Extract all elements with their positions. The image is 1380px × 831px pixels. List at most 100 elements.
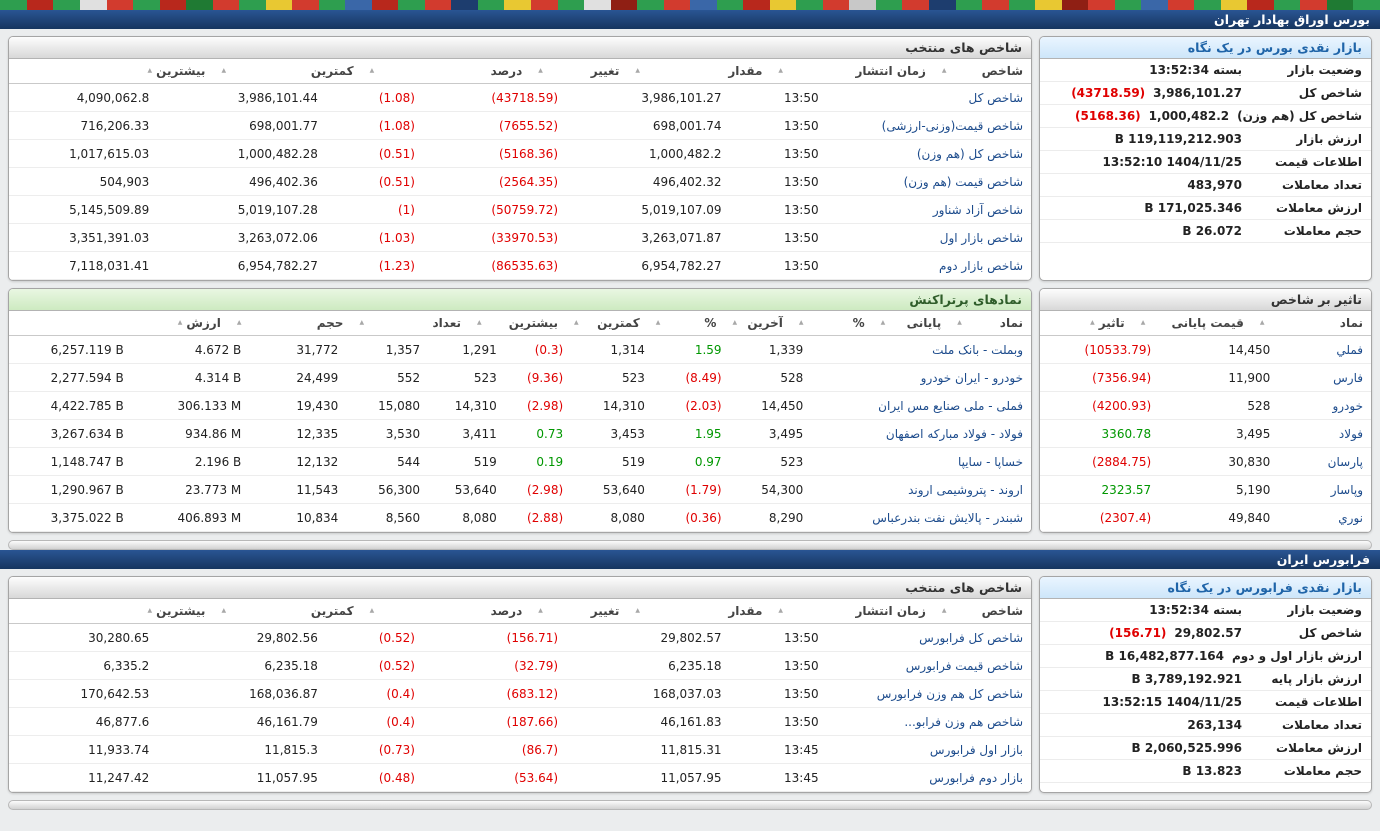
market-map-segment[interactable] [398, 0, 425, 10]
market-map-segment[interactable] [477, 0, 505, 10]
symbol-name[interactable]: فملی - ملی صنایع مس ایران [878, 398, 1023, 413]
impact-symbol[interactable]: پارسان [1327, 454, 1363, 469]
index-name[interactable]: شاخص قیمت(وزنی-ارزشی) [881, 118, 1023, 133]
market-map-segment[interactable] [796, 0, 823, 10]
market-map-segment[interactable] [0, 0, 27, 10]
market-map-segment[interactable] [1273, 0, 1301, 10]
market-map-strip[interactable] [0, 0, 1380, 10]
symbol-name[interactable]: اروند - پتروشیمی اروند [908, 482, 1023, 497]
column-header[interactable]: تاثیر ▲ [1082, 316, 1133, 330]
market-map-segment[interactable] [318, 0, 346, 10]
market-map-segment[interactable] [716, 0, 744, 10]
market-map-segment[interactable] [584, 0, 611, 10]
market-map-segment[interactable] [212, 0, 240, 10]
market-map-segment[interactable] [133, 0, 160, 10]
index-name[interactable]: شاخص بازار دوم [939, 258, 1023, 273]
column-header[interactable]: بیشترین ▲ [140, 64, 214, 78]
market-map-segment[interactable] [769, 0, 797, 10]
market-map-segment[interactable] [1167, 0, 1195, 10]
market-map-segment[interactable] [1035, 0, 1062, 10]
impact-symbol[interactable]: وپاسار [1330, 482, 1363, 497]
market-map-segment[interactable] [1300, 0, 1327, 10]
market-map-segment[interactable] [424, 0, 452, 10]
impact-symbol[interactable]: فملي [1336, 342, 1363, 357]
index-name[interactable]: شاخص قیمت فرابورس [905, 658, 1023, 673]
column-header[interactable]: ارزش ▲ [170, 316, 229, 330]
market-map-segment[interactable] [875, 0, 903, 10]
index-name[interactable]: شاخص قیمت (هم وزن) [903, 174, 1023, 189]
market-map-segment[interactable] [1061, 0, 1089, 10]
symbol-name[interactable]: فولاد - فولاد مبارکه اصفهان [885, 426, 1023, 441]
market-map-segment[interactable] [371, 0, 399, 10]
market-map-segment[interactable] [849, 0, 876, 10]
section-splitter[interactable] [8, 540, 1372, 550]
column-header[interactable]: تغییر ▲ [530, 604, 627, 618]
market-map-segment[interactable] [1220, 0, 1248, 10]
market-map-segment[interactable] [928, 0, 956, 10]
column-header[interactable]: زمان انتشار ▲ [770, 64, 934, 78]
column-header[interactable]: زمان انتشار ▲ [770, 604, 934, 618]
column-header[interactable]: درصد ▲ [362, 64, 531, 78]
market-map-segment[interactable] [1194, 0, 1221, 10]
market-map-segment[interactable] [53, 0, 80, 10]
market-map-segment[interactable] [504, 0, 531, 10]
market-map-segment[interactable] [186, 0, 213, 10]
column-header[interactable]: شاخص ▲ [934, 604, 1031, 618]
column-header[interactable]: کمترین ▲ [213, 604, 361, 618]
market-map-segment[interactable] [1141, 0, 1168, 10]
column-header[interactable]: بیشترین ▲ [140, 604, 214, 618]
column-header[interactable]: تعداد ▲ [351, 316, 469, 330]
market-map-segment[interactable] [1353, 0, 1380, 10]
market-map-segment[interactable] [1008, 0, 1036, 10]
symbol-name[interactable]: وبملت - بانک ملت [932, 342, 1023, 357]
column-header[interactable]: مقدار ▲ [627, 64, 770, 78]
column-header[interactable]: کمترین ▲ [566, 316, 648, 330]
market-map-segment[interactable] [1088, 0, 1115, 10]
column-header[interactable]: آخرین ▲ [724, 316, 790, 330]
column-header[interactable]: بیشترین ▲ [469, 316, 566, 330]
market-map-segment[interactable] [743, 0, 770, 10]
market-map-segment[interactable] [663, 0, 691, 10]
market-map-segment[interactable] [1114, 0, 1142, 10]
impact-symbol[interactable]: فارس [1333, 370, 1363, 385]
impact-symbol[interactable]: نوري [1338, 510, 1363, 525]
market-map-segment[interactable] [159, 0, 187, 10]
column-header[interactable]: تغییر ▲ [530, 64, 627, 78]
market-map-segment[interactable] [106, 0, 134, 10]
market-map-segment[interactable] [345, 0, 372, 10]
market-map-segment[interactable] [982, 0, 1009, 10]
market-map-segment[interactable] [239, 0, 266, 10]
index-name[interactable]: شاخص کل (هم وزن) [916, 146, 1023, 161]
index-name[interactable]: بازار دوم فرابورس [929, 770, 1023, 785]
index-name[interactable]: شاخص بازار اول [939, 230, 1023, 245]
impact-symbol[interactable]: فولاد [1338, 426, 1363, 441]
market-map-segment[interactable] [557, 0, 585, 10]
market-map-segment[interactable] [690, 0, 717, 10]
market-map-segment[interactable] [451, 0, 478, 10]
market-map-segment[interactable] [265, 0, 293, 10]
market-map-segment[interactable] [79, 0, 107, 10]
market-map-segment[interactable] [1247, 0, 1274, 10]
market-map-segment[interactable] [292, 0, 319, 10]
symbol-name[interactable]: خودرو - ایران خودرو [920, 370, 1023, 385]
column-header[interactable]: قیمت پایانی ▲ [1133, 316, 1252, 330]
index-name[interactable]: شاخص کل فرابورس [919, 630, 1023, 645]
market-map-segment[interactable] [1326, 0, 1354, 10]
market-map-segment[interactable] [637, 0, 664, 10]
column-header[interactable]: % ▲ [648, 316, 725, 330]
column-header[interactable]: % ▲ [791, 316, 873, 330]
index-name[interactable]: شاخص آزاد شناور [932, 202, 1023, 217]
index-name[interactable]: شاخص کل هم وزن فرابورس [876, 686, 1023, 701]
market-map-segment[interactable] [610, 0, 638, 10]
index-name[interactable]: شاخص هم وزن فرابو... [904, 714, 1023, 729]
symbol-name[interactable]: شبندر - پالایش نفت بندرعباس [872, 510, 1023, 525]
market-map-segment[interactable] [822, 0, 850, 10]
market-map-segment[interactable] [902, 0, 929, 10]
column-header[interactable]: نماد ▲ [949, 316, 1031, 330]
symbol-name[interactable]: خساپا - سایپا [957, 454, 1023, 469]
column-header[interactable]: مقدار ▲ [627, 604, 770, 618]
column-header[interactable]: کمترین ▲ [213, 64, 361, 78]
column-header[interactable]: حجم ▲ [229, 316, 352, 330]
bottom-splitter[interactable] [8, 800, 1372, 810]
market-map-segment[interactable] [955, 0, 983, 10]
